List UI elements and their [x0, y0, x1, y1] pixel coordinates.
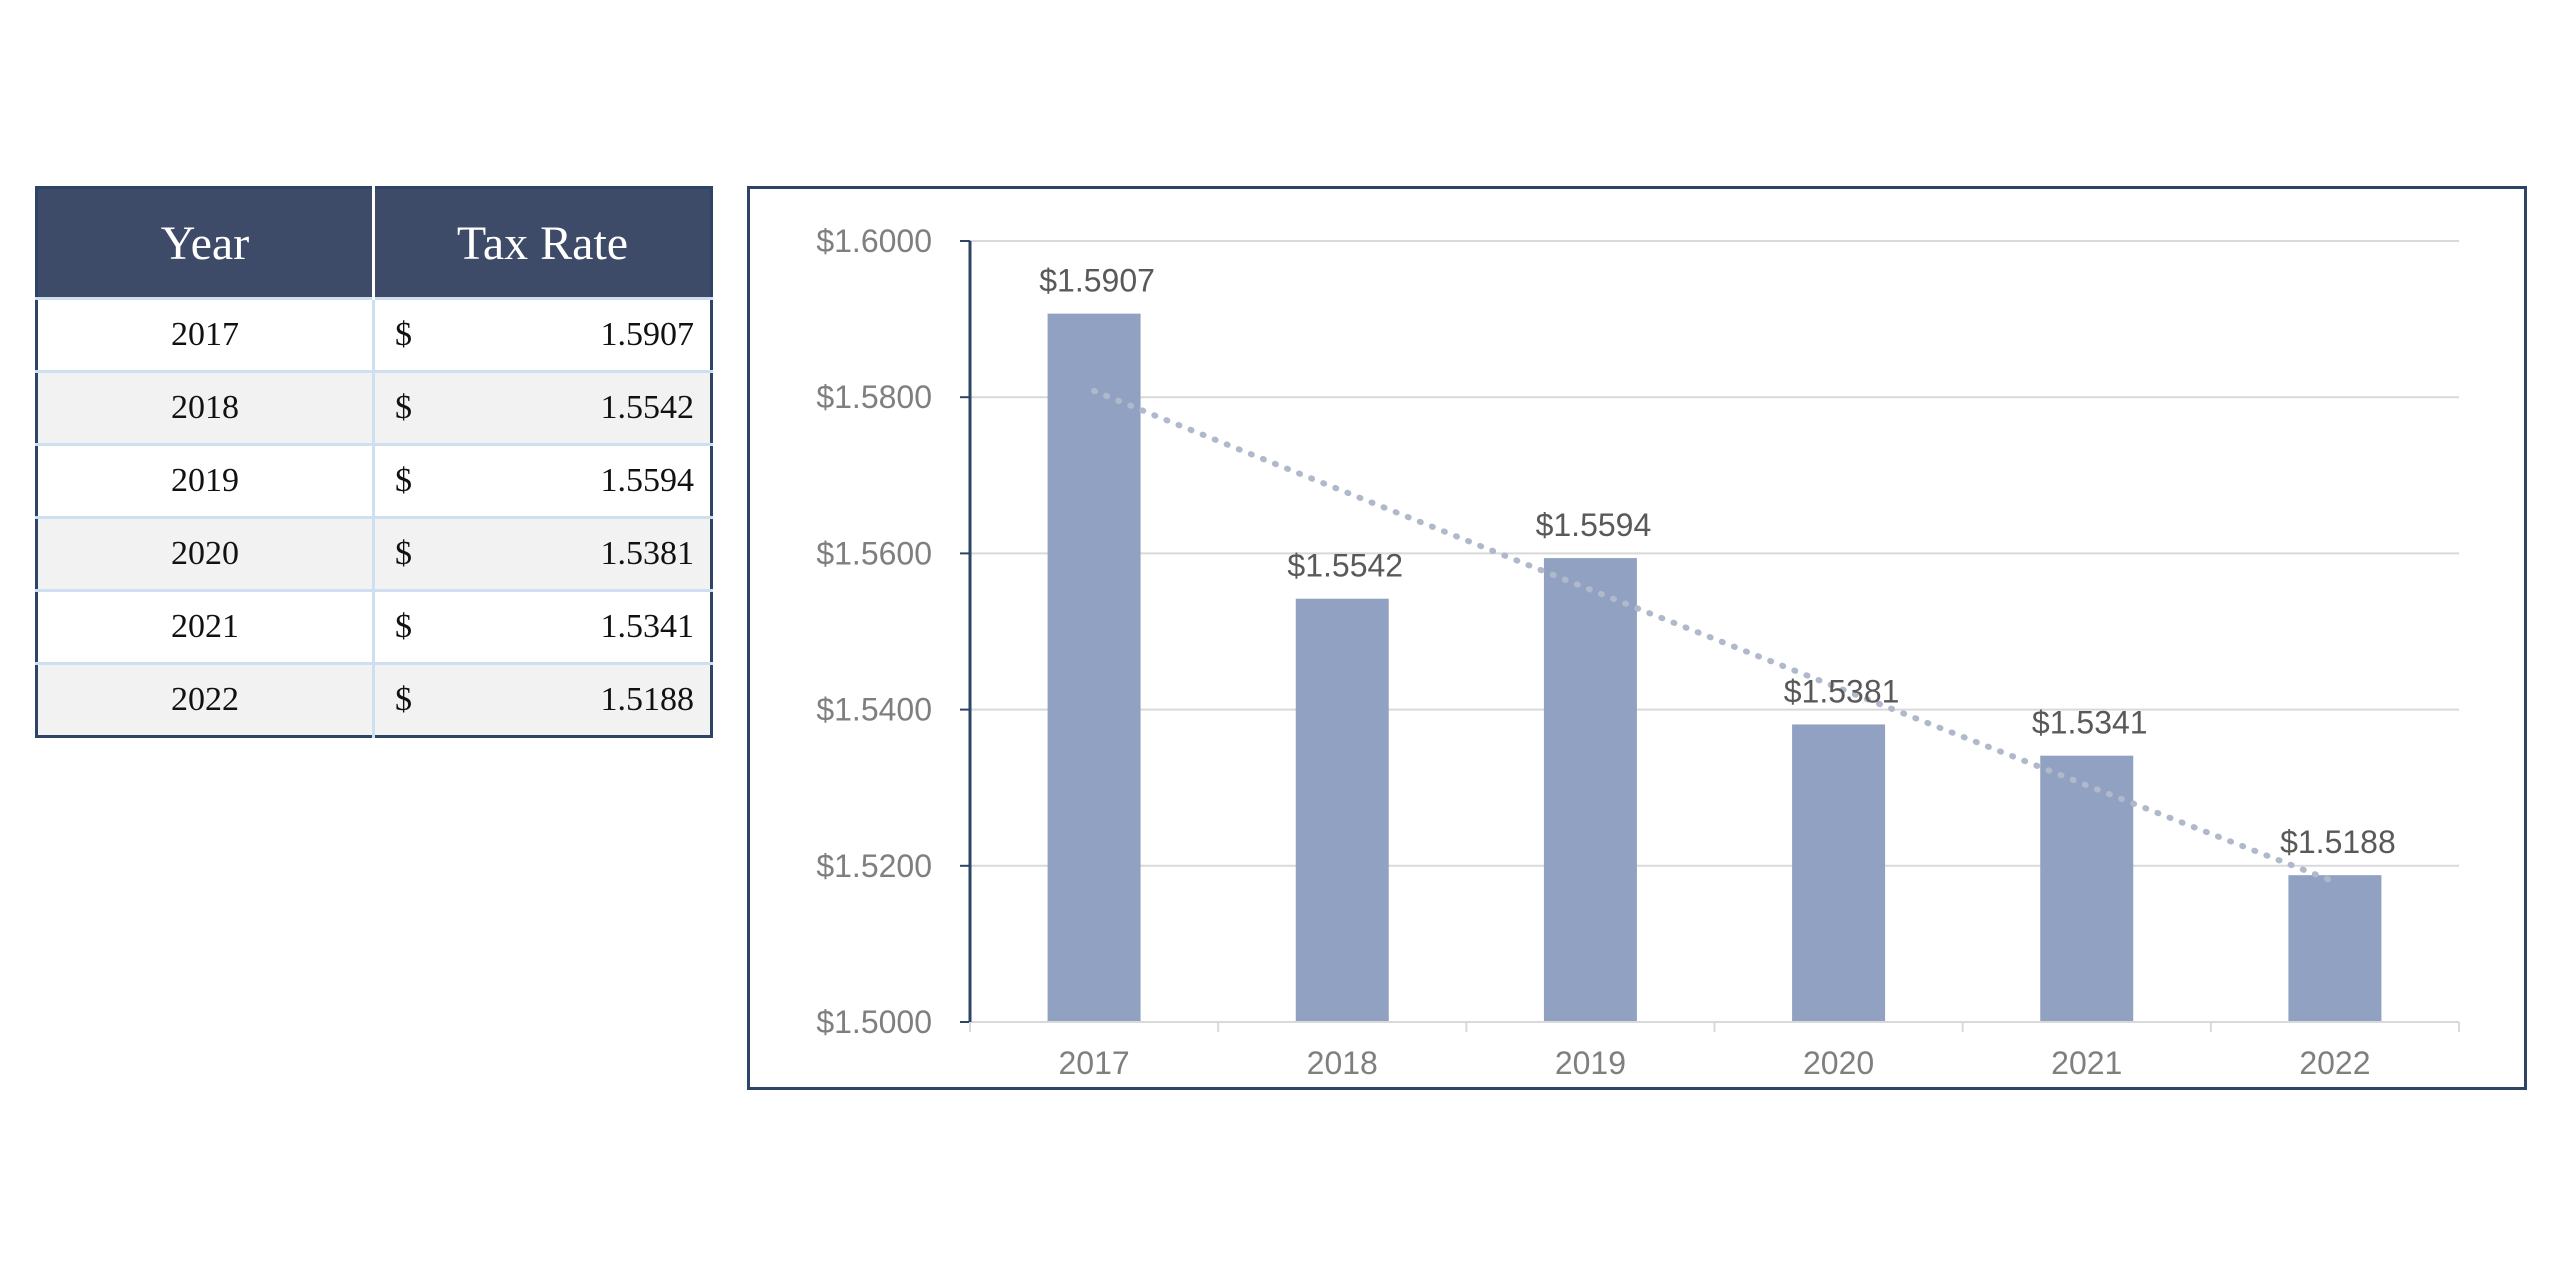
x-tick-label: 2020 — [1803, 1045, 1874, 1081]
table-row: 2022 $1.5188 — [36, 662, 712, 737]
year-cell: 2021 — [36, 589, 375, 664]
tax-rate-cell: $1.5594 — [373, 443, 712, 518]
tax-rate-value: 1.5188 — [600, 681, 695, 718]
tax-rate-cell: $1.5907 — [373, 297, 712, 372]
table-row: 2019 $1.5594 — [36, 443, 712, 518]
data-label: $1.5381 — [1784, 673, 1900, 709]
year-cell: 2017 — [36, 297, 375, 372]
table-row: 2018 $1.5542 — [36, 370, 712, 445]
y-tick-label: $1.5200 — [816, 848, 932, 884]
tax-rate-value: 1.5381 — [600, 535, 695, 572]
data-label: $1.5188 — [2280, 824, 2396, 860]
currency-symbol: $ — [395, 389, 412, 426]
year-cell: 2018 — [36, 370, 375, 445]
tax-rate-value: 1.5542 — [600, 389, 695, 426]
currency-symbol: $ — [395, 535, 412, 572]
tax-rate-cell: $1.5381 — [373, 516, 712, 591]
tax-rate-cell: $1.5542 — [373, 370, 712, 445]
data-label: $1.5341 — [2032, 705, 2148, 741]
data-label: $1.5542 — [1287, 548, 1403, 584]
y-tick-label: $1.6000 — [816, 223, 932, 259]
year-column-header: Year — [36, 187, 375, 299]
data-label: $1.5907 — [1039, 263, 1155, 299]
tax-rate-cell: $1.5188 — [373, 662, 712, 737]
bar-2020 — [1792, 724, 1886, 1022]
tax-rate-column-header: Tax Rate — [373, 187, 712, 299]
tax-rate-value: 1.5907 — [600, 316, 695, 353]
bar-2022 — [2288, 875, 2382, 1022]
bar-2018 — [1295, 598, 1389, 1022]
year-cell: 2022 — [36, 662, 375, 737]
year-cell: 2020 — [36, 516, 375, 591]
x-tick-label: 2021 — [2051, 1045, 2122, 1081]
x-tick-label: 2017 — [1058, 1045, 1129, 1081]
x-tick-label: 2019 — [1555, 1045, 1626, 1081]
tax-rate-table: Year Tax Rate 2017 $1.5907 2018 $1.5542 2019… — [35, 186, 713, 738]
y-tick-label: $1.5000 — [816, 1004, 932, 1040]
table-row: 2017 $1.5907 — [36, 297, 712, 372]
currency-symbol: $ — [395, 316, 412, 353]
tax-rate-chart: $1.5000 $1.5200 $1.5400 $1.5600 $1.5800 $1.60… — [747, 186, 2527, 1090]
x-tick-label: 2018 — [1307, 1045, 1378, 1081]
tax-rate-value: 1.5341 — [600, 608, 695, 645]
y-tick-label: $1.5400 — [816, 692, 932, 728]
bar-2021 — [2040, 755, 2134, 1022]
trendline — [1091, 387, 2338, 885]
bar-2017 — [1047, 313, 1141, 1022]
currency-symbol: $ — [395, 681, 412, 718]
data-label: $1.5594 — [1536, 507, 1652, 543]
bar-2019 — [1543, 558, 1637, 1022]
tax-rate-cell: $1.5341 — [373, 589, 712, 664]
x-tick-label: 2022 — [2299, 1045, 2370, 1081]
chart-plot: $1.5000 $1.5200 $1.5400 $1.5600 $1.5800 $1.60… — [816, 223, 2460, 1081]
y-tick-label: $1.5800 — [816, 379, 932, 415]
table-row: 2021 $1.5341 — [36, 589, 712, 664]
currency-symbol: $ — [395, 462, 412, 499]
table-row: 2020 $1.5381 — [36, 516, 712, 591]
tax-rate-value: 1.5594 — [600, 462, 695, 499]
currency-symbol: $ — [395, 608, 412, 645]
y-tick-label: $1.5600 — [816, 535, 932, 571]
year-cell: 2019 — [36, 443, 375, 518]
table-header-row: Year Tax Rate — [36, 187, 712, 299]
